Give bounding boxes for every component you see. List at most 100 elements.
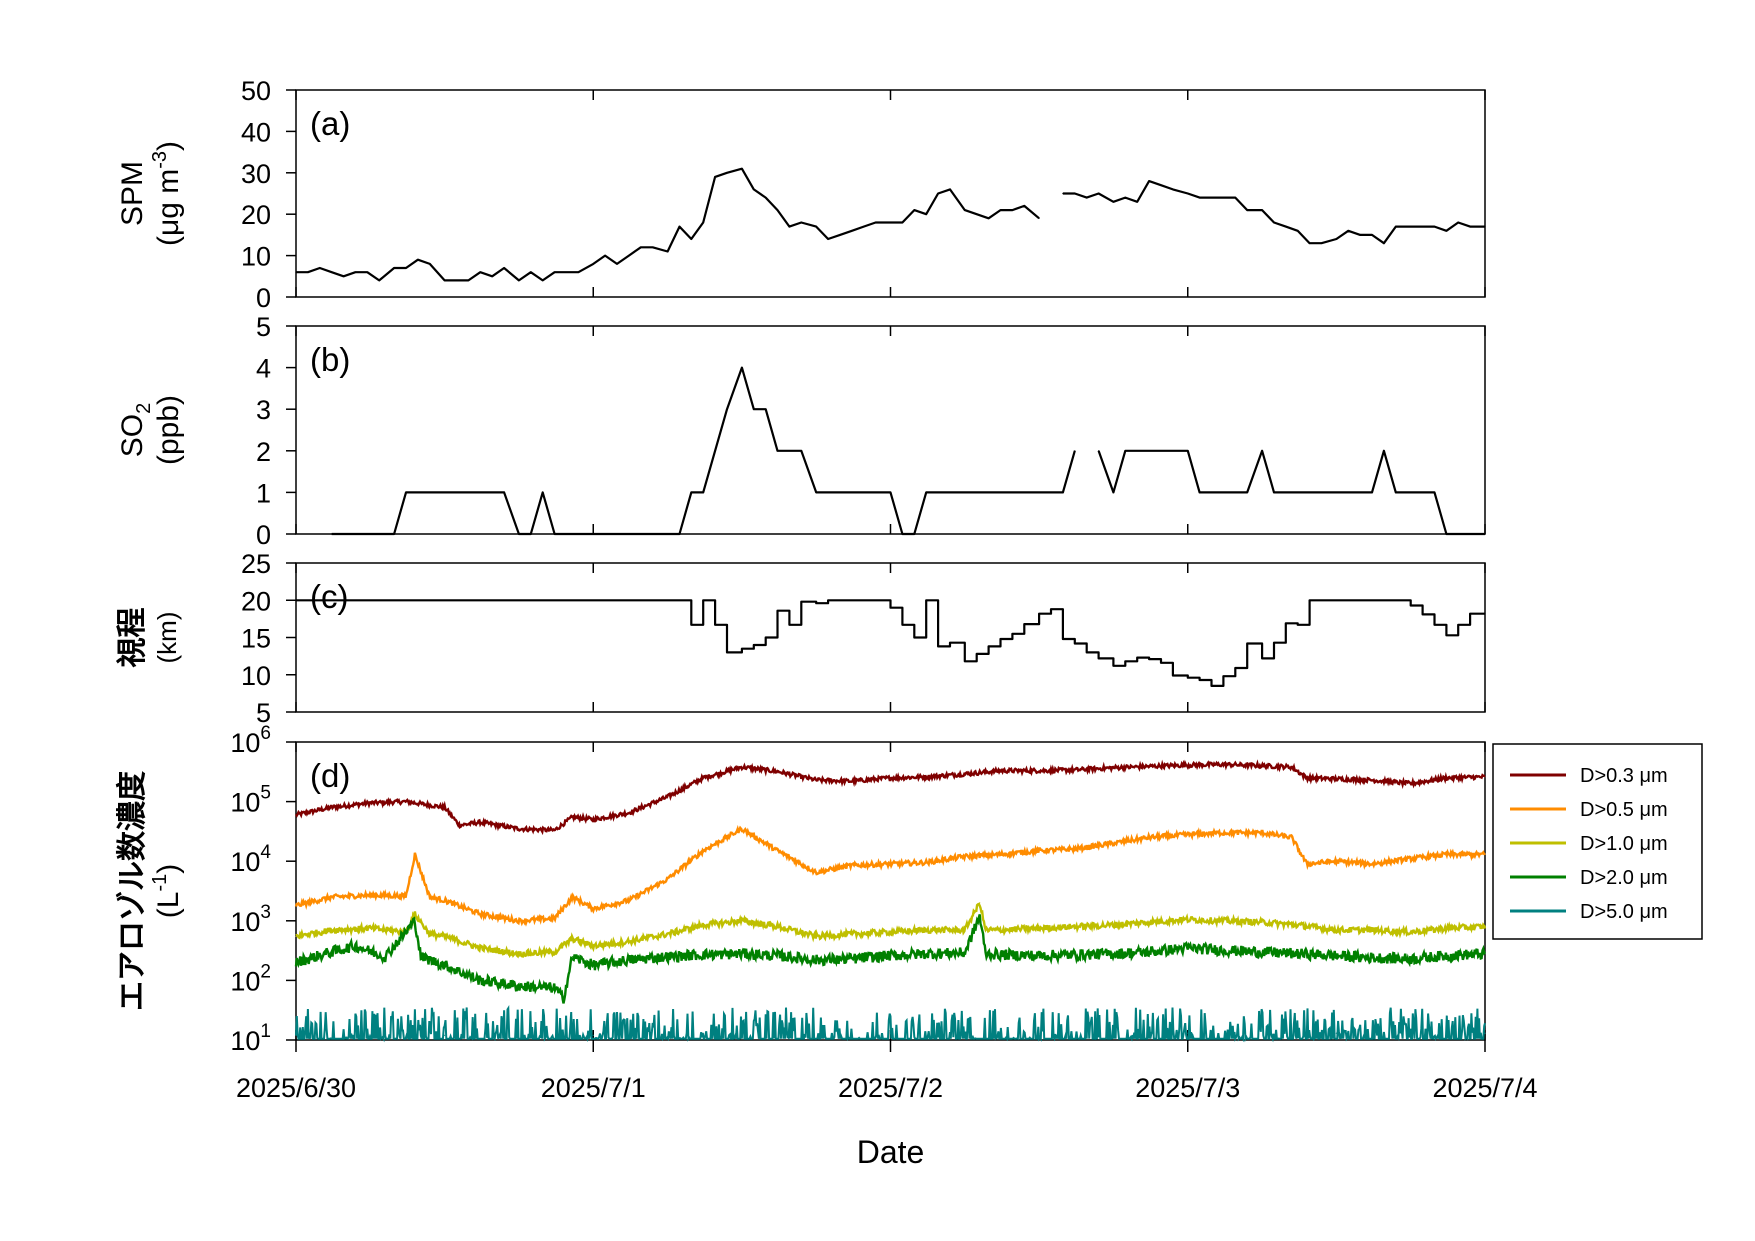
data-point — [1038, 217, 1040, 219]
data-point — [1433, 624, 1436, 626]
data-point — [1234, 491, 1236, 493]
data-point — [1038, 850, 1040, 852]
data-point — [1124, 197, 1126, 199]
data-point — [518, 533, 520, 535]
data-point — [1261, 209, 1263, 211]
data-point — [1297, 491, 1299, 493]
data-point — [1148, 450, 1150, 452]
data-point — [1484, 1032, 1486, 1034]
data-point — [964, 929, 966, 931]
data-point — [1148, 921, 1150, 923]
data-point — [1038, 927, 1040, 929]
data-point — [667, 933, 669, 935]
data-point — [1062, 192, 1064, 195]
data-point — [827, 491, 829, 493]
data-point — [1038, 613, 1040, 615]
data-point — [1074, 926, 1076, 928]
data-point — [295, 814, 297, 816]
data-point — [776, 209, 779, 211]
data-point — [815, 226, 817, 228]
series-d-0-5-m — [294, 824, 1486, 927]
data-point — [913, 636, 915, 639]
series-line — [294, 759, 1486, 836]
data-point — [1335, 238, 1337, 240]
data-point — [1422, 613, 1424, 616]
data-point — [429, 959, 431, 961]
data-point — [741, 766, 743, 768]
data-point — [571, 938, 574, 940]
data-point — [1172, 674, 1174, 677]
data-point — [1395, 599, 1397, 601]
panel-label: (d) — [310, 757, 350, 794]
y-axis-label: SO2(ppb) — [116, 395, 185, 465]
data-point — [1457, 221, 1459, 224]
data-point — [1410, 226, 1412, 228]
x-tick-label: 2025/7/1 — [541, 1073, 646, 1103]
data-point — [889, 777, 892, 779]
data-point — [1410, 604, 1412, 607]
data-point — [800, 601, 802, 603]
data-point — [925, 213, 927, 215]
plot-frame — [295, 89, 1486, 298]
data-point — [1098, 450, 1100, 452]
y-tick-label: 104 — [230, 842, 271, 877]
legend-item: D>1.0 μm — [1510, 833, 1668, 855]
data-point — [571, 896, 574, 898]
data-point — [369, 894, 371, 896]
data-point — [1484, 533, 1486, 535]
data-point — [875, 221, 877, 224]
data-point — [628, 959, 630, 961]
data-point — [901, 624, 904, 626]
data-point — [726, 651, 728, 654]
data-point — [1098, 192, 1100, 195]
data-point — [319, 267, 321, 269]
data-point — [295, 961, 297, 964]
data-point — [479, 271, 481, 273]
data-point — [1445, 634, 1447, 636]
data-point — [788, 450, 791, 452]
data-point — [592, 1034, 594, 1036]
data-point — [999, 853, 1002, 856]
data-point — [1023, 205, 1025, 207]
y-tick-label: 10 — [241, 242, 271, 272]
data-point — [592, 945, 594, 947]
y-tick-label: 30 — [241, 159, 271, 189]
data-point — [999, 491, 1002, 493]
data-point — [788, 226, 791, 228]
data-point — [1160, 450, 1162, 452]
data-point — [530, 271, 532, 273]
data-point — [1359, 599, 1361, 601]
data-point — [1187, 764, 1189, 766]
series-d-1-0-m — [295, 902, 1487, 959]
data-point — [1371, 599, 1373, 601]
data-point — [444, 1034, 446, 1036]
series-0-0 — [295, 167, 1486, 282]
y-tick-label: 102 — [230, 961, 271, 996]
data-point — [913, 209, 915, 211]
data-point — [1395, 491, 1397, 493]
data-point — [628, 812, 630, 814]
data-point — [1445, 230, 1447, 232]
data-point — [628, 255, 630, 257]
data-point — [1222, 949, 1224, 951]
data-point — [554, 987, 556, 989]
data-point — [988, 491, 990, 493]
data-point — [988, 217, 990, 219]
data-point — [1136, 657, 1138, 659]
data-point — [554, 951, 556, 953]
data-point — [1335, 929, 1337, 931]
data-point — [518, 985, 520, 987]
data-point — [295, 271, 297, 273]
data-point — [999, 770, 1002, 772]
data-point — [1291, 836, 1293, 839]
panel-3: 5 10 15 20 25 (c) 視程 (km) — [116, 549, 1486, 728]
data-point — [405, 267, 407, 269]
data-point — [949, 491, 951, 493]
data-point — [863, 491, 865, 493]
data-point — [753, 408, 755, 410]
y-tick-label: 15 — [241, 624, 271, 654]
data-point — [800, 221, 802, 224]
data-point — [1261, 450, 1263, 452]
data-point — [295, 1034, 297, 1036]
data-point — [295, 935, 297, 937]
